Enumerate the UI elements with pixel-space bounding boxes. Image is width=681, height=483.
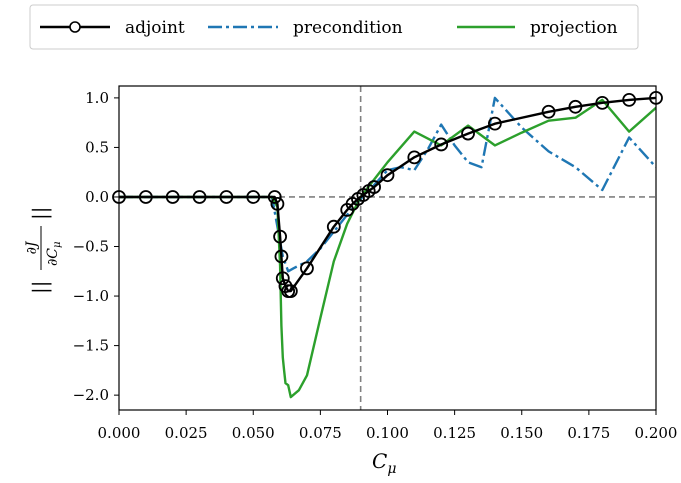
y-axis-label-bars-right: ||	[28, 207, 53, 220]
x-tick-label: 0.200	[635, 424, 678, 442]
y-tick-label: −0.5	[73, 238, 109, 256]
y-tick-label: −1.0	[73, 287, 109, 305]
series-layer	[119, 96, 656, 399]
x-tick-label: 0.150	[500, 424, 543, 442]
adjoint-point	[541, 104, 556, 119]
adjoint-point	[267, 190, 282, 204]
x-tick-label: 0.125	[433, 424, 476, 442]
adjoint-point	[407, 150, 422, 165]
series-line-projection	[119, 98, 656, 399]
x-tick-label: 0.050	[232, 424, 275, 442]
legend: adjoint precondition projection	[29, 4, 639, 50]
y-axis-label-den-main: ∂C	[45, 248, 61, 266]
adjoint-point	[274, 249, 289, 264]
adjoint-point	[487, 116, 502, 131]
x-axis-label-sub: μ	[387, 461, 396, 477]
x-tick-label: 0.100	[366, 424, 409, 442]
legend-marker-adjoint	[69, 21, 81, 33]
adjoint-point	[622, 92, 637, 107]
legend-label-precondition: precondition	[293, 18, 403, 38]
adjoint-point	[434, 137, 449, 152]
adjoint-point	[270, 197, 285, 211]
y-axis-label-bars-left: ||	[28, 281, 53, 294]
legend-label-projection: projection	[530, 18, 618, 38]
x-axis: 0.000 0.025 0.050 0.075 0.100 0.125 0.150 0.175…	[98, 410, 678, 442]
legend-item-precondition: precondition	[208, 18, 403, 38]
adjoint-point	[275, 271, 290, 286]
y-tick-label: −2.0	[73, 386, 109, 404]
y-axis-label-denominator: ∂Cμ	[45, 242, 63, 266]
adjoint-point	[461, 126, 475, 141]
adjoint-point	[283, 284, 298, 299]
adjoint-point	[380, 168, 395, 183]
adjoint-point	[367, 180, 381, 194]
markers-layer	[112, 90, 663, 299]
y-axis: 1.0 0.5 0.0 −0.5 −1.0 −1.5 −2.0	[73, 89, 119, 404]
adjoint-point	[192, 190, 207, 204]
y-tick-label: 0.5	[85, 138, 109, 156]
x-tick-label: 0.075	[299, 424, 342, 442]
y-tick-label: 0.0	[85, 188, 109, 206]
legend-label-adjoint: adjoint	[125, 18, 185, 38]
legend-frame	[29, 4, 639, 50]
adjoint-point	[138, 190, 153, 204]
adjoint-point	[568, 99, 583, 114]
plot-frame	[118, 85, 657, 411]
y-tick-label: 1.0	[85, 89, 109, 107]
adjoint-point	[595, 95, 610, 110]
x-tick-label: 0.000	[98, 424, 141, 442]
legend-item-projection: projection	[457, 18, 618, 38]
series-line-adjoint	[119, 96, 656, 293]
adjoint-point	[300, 261, 314, 276]
legend-item-adjoint: adjoint	[40, 18, 185, 38]
x-tick-label: 0.175	[567, 424, 610, 442]
adjoint-point	[219, 190, 234, 204]
adjoint-point	[326, 219, 341, 234]
adjoint-point	[165, 190, 180, 204]
x-tick-label: 0.025	[165, 424, 208, 442]
series-line-precondition	[119, 96, 656, 273]
adjoint-point	[246, 190, 261, 204]
y-axis-label: || ∂J ∂Cμ ||	[24, 207, 63, 294]
y-axis-label-numerator: ∂J	[24, 240, 40, 254]
x-axis-label: Cμ	[372, 449, 396, 477]
y-tick-label: −1.5	[73, 337, 109, 355]
adjoint-point	[273, 229, 288, 244]
y-axis-label-den-sub: μ	[52, 242, 63, 249]
reference-lines	[119, 86, 656, 410]
x-axis-label-main: C	[372, 449, 387, 473]
